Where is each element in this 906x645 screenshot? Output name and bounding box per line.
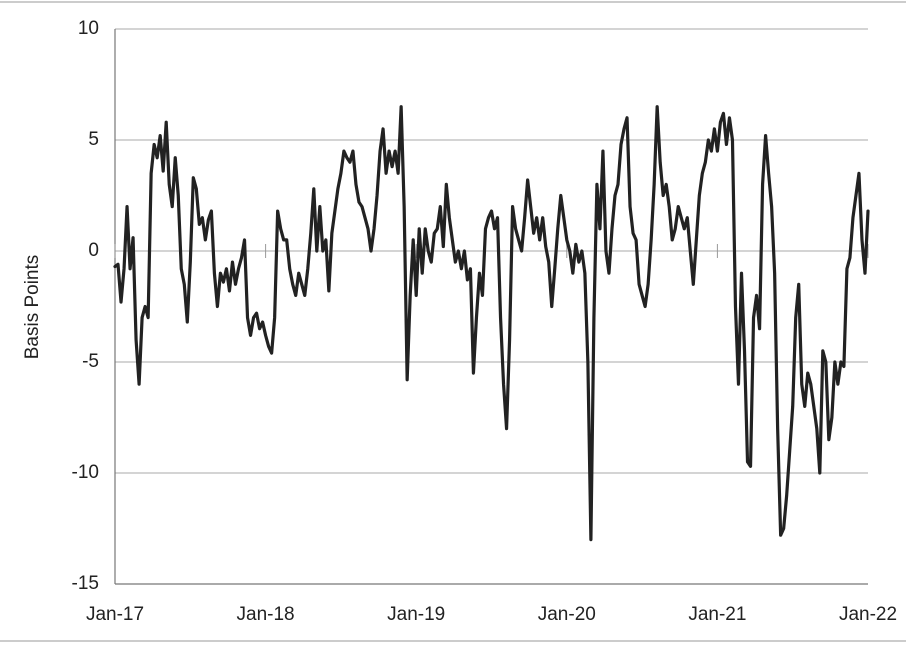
x-tick-label: Jan-18 xyxy=(237,604,295,625)
y-tick-label: 5 xyxy=(88,129,99,150)
x-tick-label: Jan-17 xyxy=(86,604,144,625)
plot-area xyxy=(113,105,870,542)
y-tick-label: -10 xyxy=(72,462,99,483)
grid xyxy=(115,28,868,585)
x-tick-label: Jan-21 xyxy=(688,604,746,625)
y-tick-label: -5 xyxy=(82,351,99,372)
y-axis-label: Basis Points xyxy=(22,255,43,360)
x-tick-label: Jan-20 xyxy=(538,604,596,625)
y-tick-label: 0 xyxy=(88,240,99,261)
x-tick-label: Jan-22 xyxy=(839,604,897,625)
y-tick-label: -15 xyxy=(72,573,99,594)
data-line xyxy=(113,105,870,542)
x-tick-label: Jan-19 xyxy=(387,604,445,625)
ticks: -15 -10 -5 0 5 10 Jan-17 Jan-18 Jan-19 Jan-20 Jan-… xyxy=(72,18,898,625)
y-tick-label: 10 xyxy=(78,18,99,39)
